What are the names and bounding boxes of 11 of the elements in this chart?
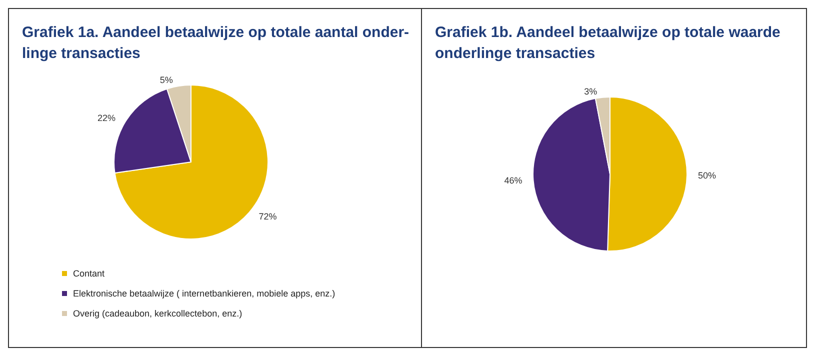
data-label: 5% <box>160 75 173 86</box>
chart-title: Grafiek 1a. Aandeel betaalwijze op totale aantal onder- linge transacties <box>22 24 410 62</box>
legend-label: Contant <box>73 268 106 278</box>
data-label: 50% <box>698 170 716 180</box>
data-label: 46% <box>504 176 522 186</box>
data-label: 3% <box>584 86 598 96</box>
data-label: 72% <box>258 211 277 222</box>
data-label: 22% <box>97 113 116 124</box>
legend-label: Elektronische betaalwijze ( internetbankieren, mobiele apps, enz.) <box>73 288 336 298</box>
chart-title: Grafiek 1b. Aandeel betaalwijze op totale waarde onderlinge transacties <box>435 24 780 62</box>
legend-label: Overig (cadeaubon, kerkcollectebon, enz.) <box>73 308 242 318</box>
